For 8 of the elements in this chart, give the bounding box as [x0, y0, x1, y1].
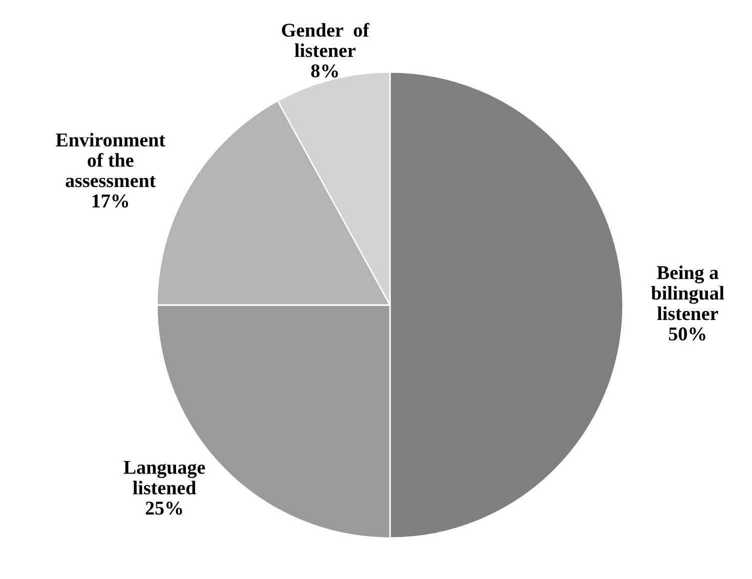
- data-label: 25%: [146, 502, 182, 515]
- data-label: 50%: [669, 327, 706, 341]
- slice-label: Being a bilingual listener: [651, 266, 724, 320]
- data-label: 8%: [311, 64, 338, 78]
- slice-label: Gender of listener: [282, 22, 370, 58]
- data-label: 17%: [92, 194, 128, 208]
- slice-label: Language listened: [124, 460, 205, 494]
- slice-label: Environment of the assessment: [56, 132, 166, 188]
